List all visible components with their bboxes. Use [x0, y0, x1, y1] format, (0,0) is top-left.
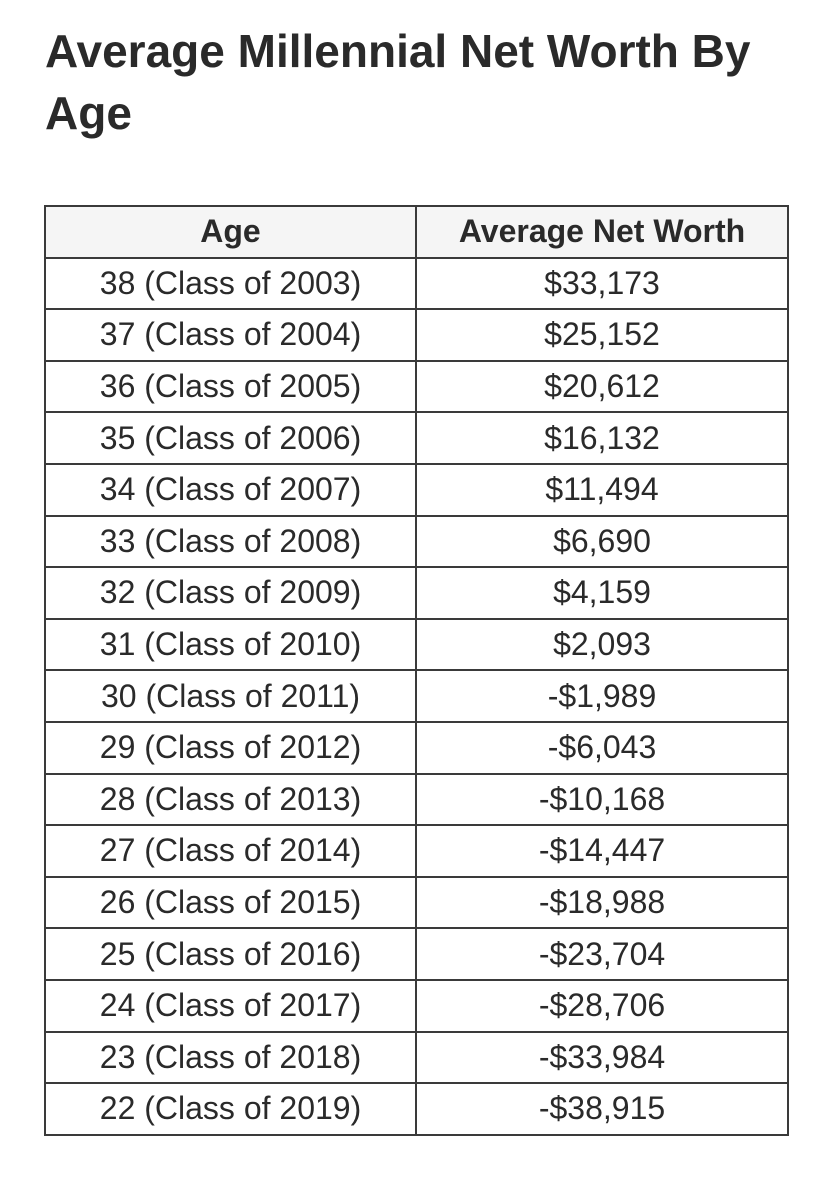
age-cell: 35 (Class of 2006) — [44, 411, 417, 465]
table-row: 29 (Class of 2012) -$6,043 — [44, 720, 789, 775]
table-row: 27 (Class of 2014) -$14,447 — [44, 824, 789, 878]
table-row: 37 (Class of 2004) $25,152 — [44, 308, 789, 362]
age-cell: 30 (Class of 2011) — [44, 669, 417, 723]
net-worth-cell: $25,152 — [415, 308, 789, 362]
age-cell: 25 (Class of 2016) — [44, 927, 417, 981]
column-header: Age — [44, 205, 417, 259]
net-worth-cell: -$10,168 — [415, 772, 789, 827]
net-worth-cell: -$23,704 — [415, 927, 789, 981]
age-cell: 32 (Class of 2009) — [44, 566, 417, 620]
age-cell: 24 (Class of 2017) — [44, 978, 417, 1033]
age-cell: 34 (Class of 2007) — [44, 462, 417, 517]
table-row: 28 (Class of 2013) -$10,168 — [44, 772, 789, 827]
table-row: 23 (Class of 2018) -$33,984 — [44, 1030, 789, 1085]
age-cell: 29 (Class of 2012) — [44, 720, 417, 775]
table-row: 33 (Class of 2008) $6,690 — [44, 514, 789, 569]
table-row: 22 (Class of 2019) -$38,915 — [44, 1082, 789, 1136]
age-cell: 37 (Class of 2004) — [44, 308, 417, 362]
net-worth-cell: -$28,706 — [415, 978, 789, 1033]
table-row: 38 (Class of 2003) $33,173 — [44, 256, 789, 311]
age-cell: 33 (Class of 2008) — [44, 514, 417, 569]
table-row: 31 (Class of 2010) $2,093 — [44, 617, 789, 672]
age-cell: 22 (Class of 2019) — [44, 1082, 417, 1136]
table-row: 36 (Class of 2005) $20,612 — [44, 359, 789, 414]
age-cell: 31 (Class of 2010) — [44, 617, 417, 672]
net-worth-cell: $20,612 — [415, 359, 789, 414]
net-worth-cell: -$6,043 — [415, 720, 789, 775]
net-worth-cell: -$18,988 — [415, 875, 789, 930]
table-row: 35 (Class of 2006) $16,132 — [44, 411, 789, 465]
table-row: 24 (Class of 2017) -$28,706 — [44, 978, 789, 1033]
column-header: Average Net Worth — [415, 205, 789, 259]
table-row: 34 (Class of 2007) $11,494 — [44, 462, 789, 517]
net-worth-cell: $4,159 — [415, 566, 789, 620]
age-cell: 23 (Class of 2018) — [44, 1030, 417, 1085]
table-row: 25 (Class of 2016) -$23,704 — [44, 927, 789, 981]
net-worth-cell: $6,690 — [415, 514, 789, 569]
age-cell: 36 (Class of 2005) — [44, 359, 417, 414]
net-worth-cell: -$1,989 — [415, 669, 789, 723]
age-cell: 27 (Class of 2014) — [44, 824, 417, 878]
net-worth-cell: $11,494 — [415, 462, 789, 517]
age-cell: 28 (Class of 2013) — [44, 772, 417, 827]
net-worth-cell: $2,093 — [415, 617, 789, 672]
age-cell: 26 (Class of 2015) — [44, 875, 417, 930]
net-worth-cell: $33,173 — [415, 256, 789, 311]
net-worth-cell: -$38,915 — [415, 1082, 789, 1136]
age-cell: 38 (Class of 2003) — [44, 256, 417, 311]
header-row: Age Average Net Worth — [44, 205, 789, 259]
title: Average Millennial Net Worth By Age — [45, 25, 751, 139]
net-worth-cell: $16,132 — [415, 411, 789, 465]
table-row: 30 (Class of 2011) -$1,989 — [44, 669, 789, 723]
table-row: 32 (Class of 2009) $4,159 — [44, 566, 789, 620]
net-worth-table: Age Average Net Worth 38 (Class of 2003) $… — [44, 205, 789, 1136]
net-worth-cell: -$33,984 — [415, 1030, 789, 1085]
table-row: 26 (Class of 2015) -$18,988 — [44, 875, 789, 930]
net-worth-cell: -$14,447 — [415, 824, 789, 878]
